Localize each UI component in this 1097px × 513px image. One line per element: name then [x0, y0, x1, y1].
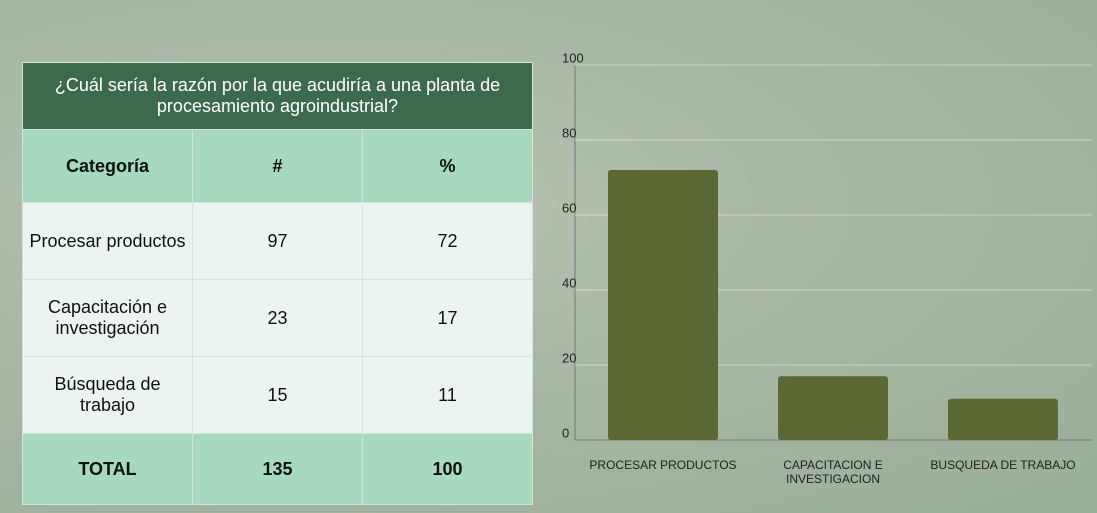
cell: 17 — [362, 279, 533, 357]
cell: 72 — [362, 202, 533, 280]
bar — [948, 398, 1058, 440]
data-table: ¿Cuál sería la razón por la que acudiría… — [22, 62, 533, 505]
bar — [608, 170, 718, 440]
cell: Búsqueda de trabajo — [22, 356, 193, 434]
y-tick-label: 80 — [562, 125, 576, 140]
cell: 15 — [192, 356, 363, 434]
x-tick-label: BUSQUEDA DE TRABAJO — [930, 458, 1076, 472]
y-tick-label: 60 — [562, 200, 576, 215]
total-cell: 135 — [192, 433, 363, 505]
cell: Capacitación e investigación — [22, 279, 193, 357]
cell: 97 — [192, 202, 363, 280]
y-tick-label: 40 — [562, 275, 576, 290]
cell: Procesar productos — [22, 202, 193, 280]
y-tick-label: 100 — [562, 50, 584, 65]
y-tick-label: 0 — [562, 425, 569, 440]
x-tick-label: PROCESAR PRODUCTOS — [589, 458, 737, 472]
header-cell: Categoría — [22, 129, 193, 203]
table-title: ¿Cuál sería la razón por la que acudiría… — [22, 62, 533, 130]
cell: 11 — [362, 356, 533, 434]
total-cell: 100 — [362, 433, 533, 505]
bar — [778, 376, 888, 440]
x-tick-label: CAPACITACION E INVESTIGACION — [783, 458, 883, 486]
total-cell: TOTAL — [22, 433, 193, 505]
header-cell: % — [362, 129, 533, 203]
y-tick-label: 20 — [562, 350, 576, 365]
cell: 23 — [192, 279, 363, 357]
header-cell: # — [192, 129, 363, 203]
